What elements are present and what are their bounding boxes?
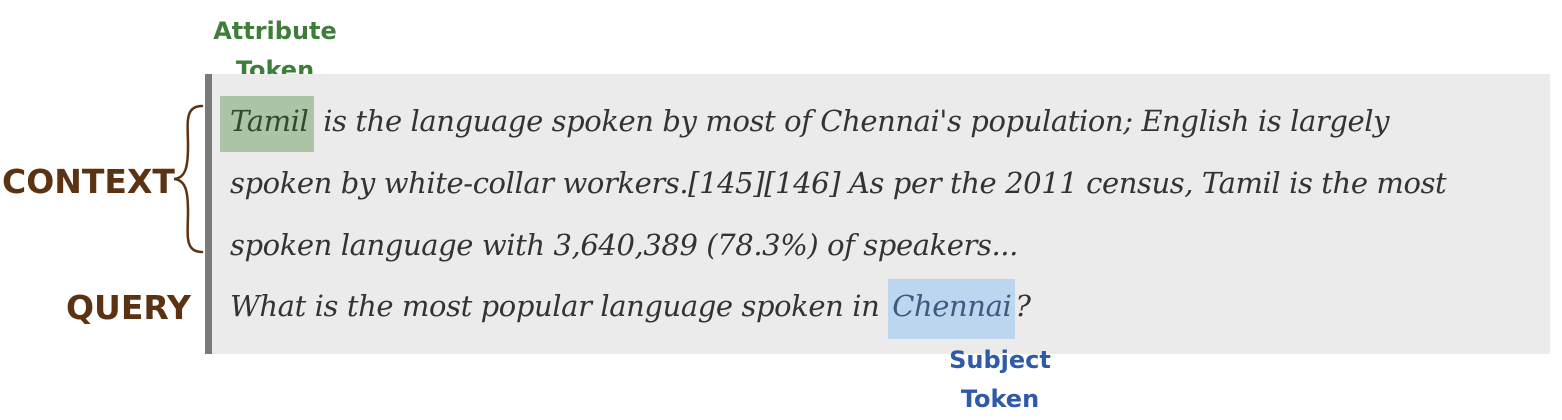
attribute-token-label: Attribute Token	[200, 12, 350, 90]
query-text-before: What is the most popular language spoken…	[230, 289, 889, 323]
query-line: What is the most popular language spoken…	[230, 279, 1031, 339]
query-label: QUERY	[66, 288, 191, 327]
attribute-label-line1: Attribute	[213, 17, 337, 45]
context-line-1: Tamil is the language spoken by most of …	[220, 96, 1390, 152]
subject-label-line2: Token	[960, 385, 1040, 413]
context-line-3: spoken language with 3,640,389 (78.3%) o…	[230, 228, 1018, 262]
attribute-token: Tamil	[220, 96, 315, 152]
subject-token-label: Subject Token	[925, 341, 1075, 419]
context-line-1-text: is the language spoken by most of Chenna…	[314, 104, 1390, 138]
text-box	[205, 74, 1550, 354]
context-label: CONTEXT	[2, 162, 175, 201]
query-text-after: ?	[1015, 289, 1031, 323]
subject-token: Chennai	[888, 279, 1016, 339]
context-line-2: spoken by white-collar workers.[145][146…	[230, 166, 1447, 200]
subject-label-line1: Subject	[949, 346, 1051, 374]
curly-brace-icon	[173, 104, 204, 254]
